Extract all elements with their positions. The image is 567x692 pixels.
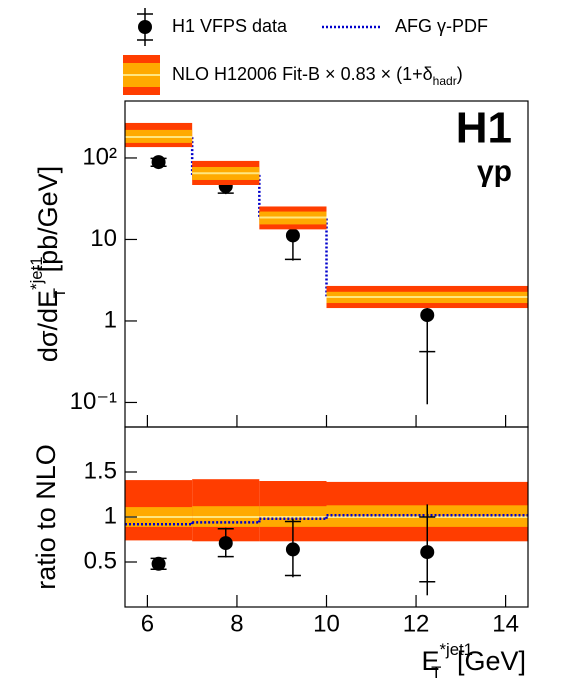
axis-label: dσ/dE*jet1 T [pb/GeV] — [27, 166, 69, 362]
legend-label: H1 VFPS data — [172, 16, 288, 36]
label-sub: T — [431, 663, 441, 682]
x-tick-label: 12 — [403, 610, 430, 637]
experiment-label: H1 — [456, 104, 512, 153]
label-main: ratio to NLO — [31, 444, 61, 590]
y-tick-label: 1 — [104, 306, 117, 333]
x-tick-label: 10 — [313, 610, 340, 637]
data-point — [151, 556, 166, 571]
x-tick-label: 8 — [230, 610, 243, 637]
legend-label-end: ) — [457, 64, 463, 84]
y-tick-label: 0.5 — [84, 547, 117, 574]
axis-label: E*jet1 T [GeV] — [421, 640, 526, 682]
y-tick-label: 1.5 — [84, 457, 117, 484]
label-sup: *jet1 — [439, 640, 473, 659]
axis-label: ratio to NLO — [31, 444, 61, 590]
x-tick-label: 14 — [492, 610, 519, 637]
legend-marker — [138, 20, 152, 34]
plot-area — [125, 122, 528, 405]
y-tick-label: 10⁻¹ — [70, 388, 117, 415]
legend-label-main: NLO H12006 Fit-B × 0.83 × (1+δ — [172, 64, 433, 84]
plot-area — [125, 479, 528, 596]
label-unit: [pb/GeV] — [33, 166, 63, 280]
legend-label: NLO H12006 Fit-B × 0.83 × (1+δhadr) — [172, 64, 463, 88]
y-tick-label: 1 — [104, 502, 117, 529]
y-tick-label: 10² — [82, 143, 117, 170]
label-main: E — [421, 646, 439, 676]
process-label: γp — [477, 155, 512, 188]
label-sup: *jet1 — [27, 256, 46, 290]
label-sub: T — [50, 288, 69, 298]
x-tick-label: 6 — [141, 610, 154, 637]
data-point — [420, 308, 435, 323]
label-unit: [GeV] — [449, 646, 526, 676]
data-point — [420, 545, 435, 560]
data-point — [151, 155, 166, 170]
data-point — [218, 536, 233, 551]
data-point — [285, 228, 300, 243]
data-point — [285, 542, 300, 557]
y-tick-label: 10 — [90, 225, 117, 252]
legend-label: AFG γ-PDF — [395, 16, 488, 36]
legend-label-sub: hadr — [433, 74, 457, 88]
label-main: dσ/dE — [33, 290, 63, 362]
